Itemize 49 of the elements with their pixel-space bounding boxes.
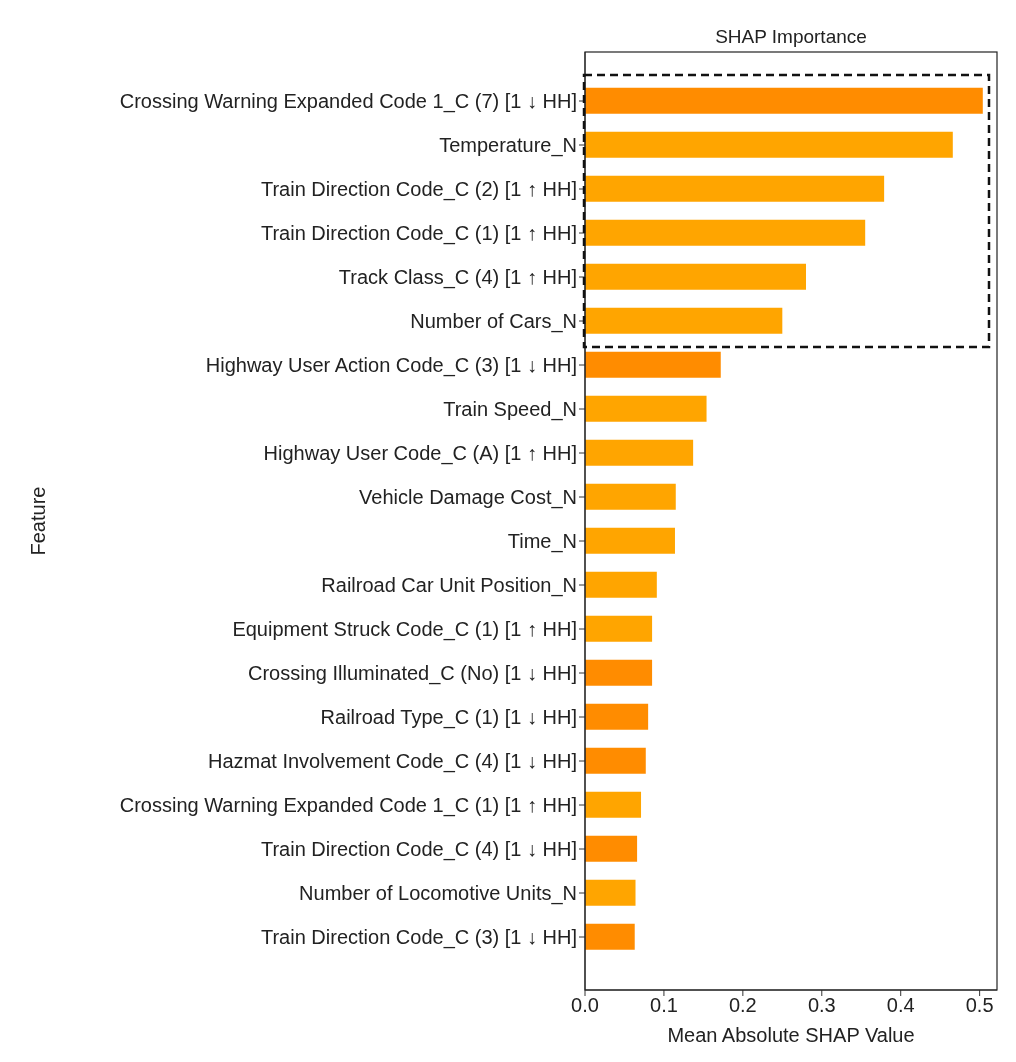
bar: [585, 835, 638, 862]
y-tick-label: Train Direction Code_C (1) [1 ↑ HH]: [260, 222, 577, 246]
x-axis-title: Mean Absolute SHAP Value: [667, 1024, 915, 1046]
y-axis-title: Feature: [27, 486, 50, 556]
y-tick-label: Highway User Code_C (A) [1 ↑ HH]: [263, 442, 577, 466]
bar: [585, 219, 866, 246]
bar: [585, 923, 635, 950]
y-tick-label: Crossing Warning Expanded Code 1_C (1) [1 ↑ HH]: [119, 794, 577, 818]
bar: [585, 87, 983, 114]
bar: [585, 615, 653, 642]
bar: [585, 571, 657, 598]
y-tick-label: Vehicle Damage Cost_N: [359, 486, 577, 510]
bar: [585, 659, 653, 686]
bar: [585, 439, 694, 466]
bar: [585, 395, 707, 422]
x-tick-label: 0.5: [965, 994, 994, 1017]
y-tick-label: Hazmat Involvement Code_C (4) [1 ↓ HH]: [207, 750, 577, 774]
y-tick-label: Crossing Illuminated_C (No) [1 ↓ HH]: [248, 662, 577, 686]
bar: [585, 175, 885, 202]
y-tick-label: Number of Cars_N: [410, 310, 577, 334]
y-tick-label: Number of Locomotive Units_N: [299, 882, 577, 906]
y-tick-label: Railroad Type_C (1) [1 ↓ HH]: [320, 706, 577, 730]
bar: [585, 131, 953, 158]
bar: [585, 351, 721, 378]
bar: [585, 879, 636, 906]
bar: [585, 307, 783, 334]
y-tick-label: Highway User Action Code_C (3) [1 ↓ HH]: [205, 354, 577, 378]
bar: [585, 483, 676, 510]
y-tick-label: Temperature_N: [439, 134, 577, 158]
y-tick-label: Train Direction Code_C (2) [1 ↑ HH]: [260, 178, 577, 202]
bar: [585, 703, 649, 730]
bar: [585, 263, 806, 290]
y-tick-label: Equipment Struck Code_C (1) [1 ↑ HH]: [232, 618, 577, 642]
x-tick-label: 0.2: [728, 994, 757, 1017]
y-tick-label: Train Speed_N: [443, 398, 577, 422]
x-tick-label: 0.4: [886, 994, 915, 1017]
y-tick-label: Train Direction Code_C (3) [1 ↓ HH]: [260, 926, 577, 950]
y-tick-label: Railroad Car Unit Position_N: [321, 574, 577, 598]
x-tick-label: 0.3: [807, 994, 836, 1017]
chart-title: SHAP Importance: [714, 26, 868, 48]
bar: [585, 747, 646, 774]
bar: [585, 527, 675, 554]
x-tick-label: 0.1: [650, 994, 678, 1017]
bar: [585, 791, 642, 818]
y-tick-label: Time_N: [507, 530, 577, 554]
x-tick-label: 0.0: [571, 994, 599, 1017]
y-tick-label: Track Class_C (4) [1 ↑ HH]: [338, 266, 577, 290]
y-tick-label: Crossing Warning Expanded Code 1_C (7) [1 ↓ HH]: [119, 90, 577, 114]
y-tick-label: Train Direction Code_C (4) [1 ↓ HH]: [260, 838, 577, 862]
